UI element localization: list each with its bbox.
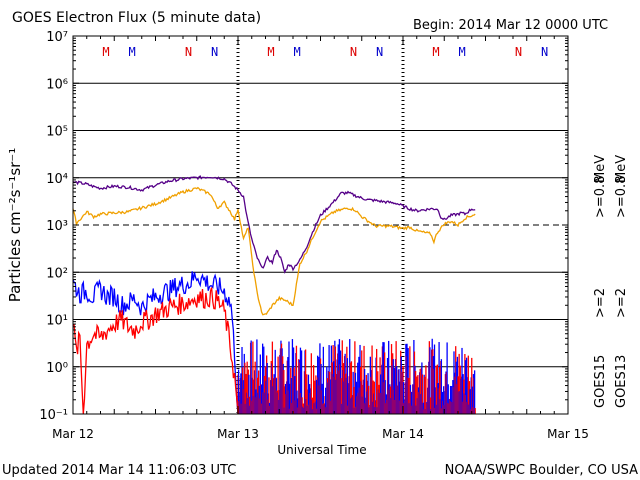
x-tick-label: Mar 12 bbox=[52, 427, 94, 441]
y-tick-label: 10⁻¹ bbox=[39, 408, 68, 423]
series-line bbox=[72, 271, 239, 415]
y-axis-label: Particles cm⁻²s⁻¹sr⁻¹ bbox=[6, 148, 24, 302]
series-line bbox=[72, 175, 476, 274]
local-time-marker: N bbox=[211, 45, 218, 59]
y-tick-label: 10⁷ bbox=[46, 30, 68, 45]
series-layer bbox=[72, 175, 476, 415]
local-time-marker: N bbox=[541, 45, 548, 59]
credit-label: NOAA/SWPC Boulder, CO USA bbox=[445, 463, 638, 478]
local-time-marker: N bbox=[350, 45, 357, 59]
x-tick-label: Mar 15 bbox=[547, 427, 589, 441]
legend-goes15-2: >=2 bbox=[593, 288, 608, 318]
legend-goes13: GOES13 bbox=[614, 355, 629, 408]
x-tick-label: Mar 13 bbox=[217, 427, 259, 441]
legend-goes15: GOES15 bbox=[593, 355, 608, 408]
local-time-marker: M bbox=[102, 45, 109, 59]
local-time-marker: N bbox=[515, 45, 522, 59]
local-time-marker: M bbox=[432, 45, 439, 59]
series-line bbox=[72, 186, 476, 316]
x-axis-ticks: Mar 12 Mar 13 Mar 14 Mar 15 bbox=[52, 36, 589, 441]
legend-goes15-08: >=0.8 bbox=[593, 176, 608, 218]
y-tick-label: 10⁶ bbox=[46, 77, 68, 92]
local-time-marker: N bbox=[185, 45, 192, 59]
local-time-marker: N bbox=[376, 45, 383, 59]
y-tick-label: 10¹ bbox=[46, 314, 68, 329]
legend-goes13-2: >=2 bbox=[614, 288, 629, 318]
legend-mev: MeV bbox=[614, 155, 629, 183]
series-line bbox=[72, 287, 239, 415]
local-time-marker: M bbox=[294, 45, 301, 59]
local-time-marker: M bbox=[459, 45, 466, 59]
chart-title: GOES Electron Flux (5 minute data) bbox=[12, 10, 261, 26]
y-tick-label: 10⁴ bbox=[46, 172, 68, 187]
y-tick-label: 10³ bbox=[46, 219, 68, 234]
x-tick-label: Mar 14 bbox=[382, 427, 424, 441]
y-axis-ticks: 10⁻¹ 10⁰ 10¹ 10² 10³ 10⁴ 10⁵ 10⁶ 10⁷ bbox=[39, 30, 568, 423]
local-time-marker: M bbox=[129, 45, 136, 59]
x-axis-label: Universal Time bbox=[277, 443, 366, 457]
y-tick-label: 10⁵ bbox=[46, 125, 68, 140]
grid-lines bbox=[73, 82, 568, 368]
legend-goes13-08: >=0.8 bbox=[614, 176, 629, 218]
begin-label: Begin: 2014 Mar 12 0000 UTC bbox=[413, 18, 608, 33]
y-tick-label: 10² bbox=[46, 266, 68, 281]
updated-timestamp: Updated 2014 Mar 14 11:06:03 UTC bbox=[2, 463, 236, 478]
legend-mev: MeV bbox=[593, 155, 608, 183]
local-time-marker: M bbox=[267, 45, 274, 59]
y-tick-label: 10⁰ bbox=[46, 361, 68, 376]
